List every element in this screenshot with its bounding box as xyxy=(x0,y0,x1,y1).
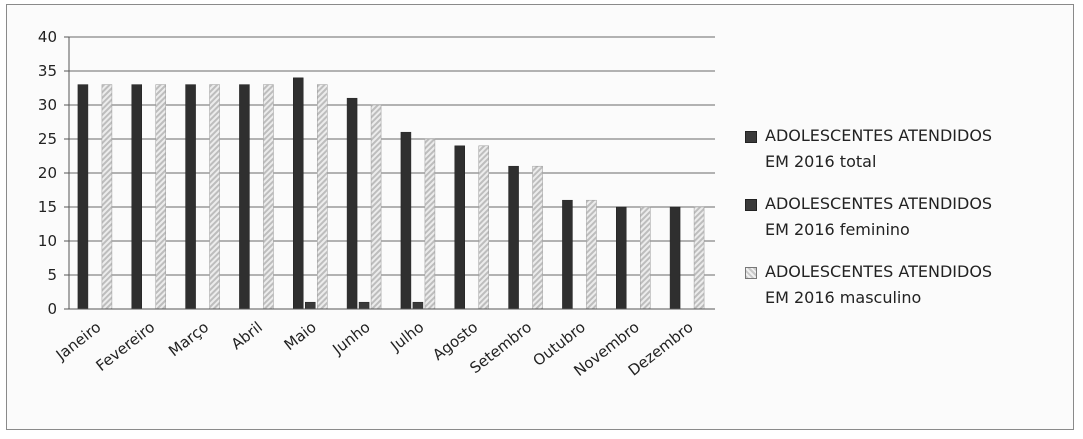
bar-masculino xyxy=(640,206,651,310)
bar-masculino xyxy=(101,84,113,310)
bar-total xyxy=(508,165,519,310)
bar-masculino xyxy=(209,84,220,310)
legend-swatch-masculino xyxy=(745,267,757,279)
legend-item-feminino: ADOLESCENTES ATENDIDOS EM 2016 feminino xyxy=(745,191,1083,243)
bar-masculino xyxy=(424,138,436,310)
y-tick-label: 5 xyxy=(47,266,57,284)
y-tick-label: 20 xyxy=(38,164,57,182)
legend-swatch-feminino xyxy=(745,199,757,211)
bar-total xyxy=(293,77,304,310)
legend-label-feminino-line1: ADOLESCENTES ATENDIDOS xyxy=(765,194,993,213)
y-tick-label: 30 xyxy=(38,96,57,114)
bar-total xyxy=(239,84,250,310)
chart-frame: 0 5 10 15 20 25 30 35 40 Janeiro Fevereiro Março Ab… xyxy=(6,4,1074,430)
bar-masculino xyxy=(532,165,543,310)
legend-label-total-line1: ADOLESCENTES ATENDIDOS xyxy=(765,126,993,145)
legend-label-feminino-line2: EM 2016 feminino xyxy=(765,220,910,239)
legend-item-total: ADOLESCENTES ATENDIDOS EM 2016 total xyxy=(745,123,1083,175)
bar-total xyxy=(346,97,358,310)
bar-masculino xyxy=(478,145,489,310)
bar-masculino xyxy=(370,104,382,310)
x-category-label: Março xyxy=(165,318,212,360)
bars xyxy=(77,77,705,310)
bar-feminino xyxy=(412,301,424,310)
legend-swatch-total xyxy=(745,131,757,143)
y-tick-label: 15 xyxy=(38,198,57,216)
legend: ADOLESCENTES ATENDIDOS EM 2016 total ADO… xyxy=(745,123,1083,327)
y-tick-label: 25 xyxy=(38,130,57,148)
bar-feminino xyxy=(358,301,370,310)
bar-total xyxy=(400,131,412,310)
bar-total xyxy=(131,84,142,310)
x-category-label: Fevereiro xyxy=(92,318,158,375)
y-tick-label: 0 xyxy=(47,300,57,318)
bar-masculino xyxy=(263,84,274,310)
y-axis-ticks: 0 5 10 15 20 25 30 35 40 xyxy=(38,28,69,318)
bar-masculino xyxy=(155,84,166,310)
bar-masculino xyxy=(317,84,328,310)
y-tick-label: 35 xyxy=(38,62,57,80)
bar-total xyxy=(616,206,627,310)
legend-label-masculino-line2: EM 2016 masculino xyxy=(765,288,922,307)
bar-total xyxy=(77,84,89,310)
x-category-label: Abril xyxy=(228,318,266,353)
x-category-label: Junho xyxy=(328,318,373,359)
bar-masculino xyxy=(693,206,705,310)
y-tick-label: 40 xyxy=(38,28,57,46)
x-category-label: Julho xyxy=(387,318,428,355)
bar-total xyxy=(562,199,573,310)
legend-label-total-line2: EM 2016 total xyxy=(765,152,877,171)
bar-feminino xyxy=(305,301,316,310)
gridlines xyxy=(69,36,715,276)
bar-total xyxy=(454,145,465,310)
bar-total xyxy=(185,84,196,310)
bar-total xyxy=(669,206,681,310)
legend-label-masculino-line1: ADOLESCENTES ATENDIDOS xyxy=(765,262,993,281)
legend-item-masculino: ADOLESCENTES ATENDIDOS EM 2016 masculino xyxy=(745,259,1083,311)
x-category-label: Maio xyxy=(281,318,320,354)
y-tick-label: 10 xyxy=(38,232,57,250)
bar-masculino xyxy=(586,199,597,310)
